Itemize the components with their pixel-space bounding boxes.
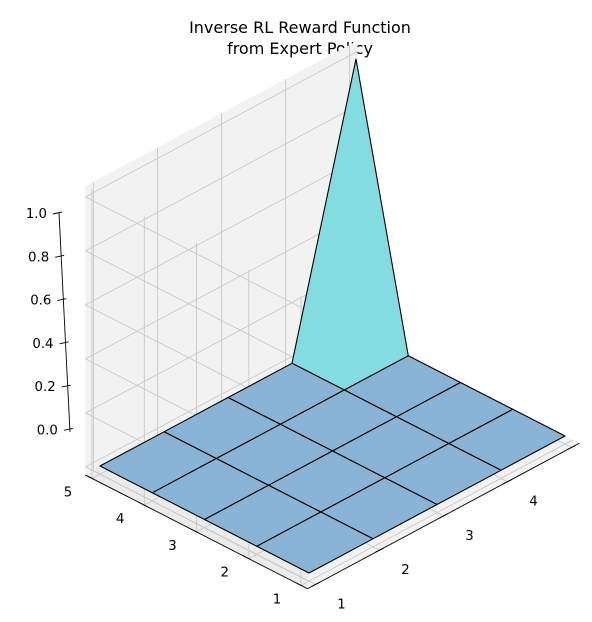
z-gridline — [84, 105, 358, 366]
x-tick-mark — [375, 547, 384, 553]
x-tick-mark — [503, 479, 512, 485]
x-tick-label: 1 — [337, 597, 345, 612]
z-tick-mark — [57, 298, 67, 301]
z-gridline — [84, 159, 358, 420]
z-gridline — [84, 51, 358, 312]
y-tick-label: 2 — [221, 566, 229, 581]
x-tick-label: 3 — [465, 529, 473, 544]
y-tick-mark — [85, 474, 95, 480]
tick-labels: 12345123450.00.20.40.60.81.0 — [26, 207, 538, 612]
z-tick-label: 0.6 — [30, 294, 51, 309]
z-tick-mark — [61, 384, 71, 388]
z-tick-mark — [52, 211, 63, 215]
z-tick-label: 0.0 — [37, 423, 58, 438]
y-tick-mark — [294, 581, 304, 587]
z-axis-line — [58, 212, 71, 433]
z-tick-mark — [55, 254, 65, 258]
z-tick-label: 0.8 — [28, 250, 49, 265]
y-tick-label: 1 — [273, 592, 281, 607]
x-gridline — [93, 181, 316, 585]
x-tick-mark — [567, 445, 576, 450]
x-tick-mark — [311, 582, 320, 587]
tick-marks — [52, 211, 576, 587]
z-tick-label: 0.4 — [32, 337, 53, 352]
y-tick-label: 3 — [168, 539, 176, 554]
x-tick-label: 4 — [529, 495, 537, 510]
x-tick-label: 2 — [401, 563, 409, 578]
z-tick-mark — [59, 341, 69, 345]
y-tick-mark — [138, 501, 147, 507]
y-tick-label: 4 — [116, 512, 124, 527]
surface-faces — [99, 58, 566, 574]
z-tick-label: 1.0 — [26, 207, 47, 222]
y-tick-label: 5 — [64, 485, 72, 500]
z-tick-mark — [63, 427, 73, 431]
surface-face — [256, 511, 374, 574]
y-tick-mark — [242, 555, 251, 561]
z-tick-label: 0.2 — [35, 380, 56, 395]
y-tick-mark — [190, 528, 199, 534]
x-tick-mark — [439, 513, 448, 519]
